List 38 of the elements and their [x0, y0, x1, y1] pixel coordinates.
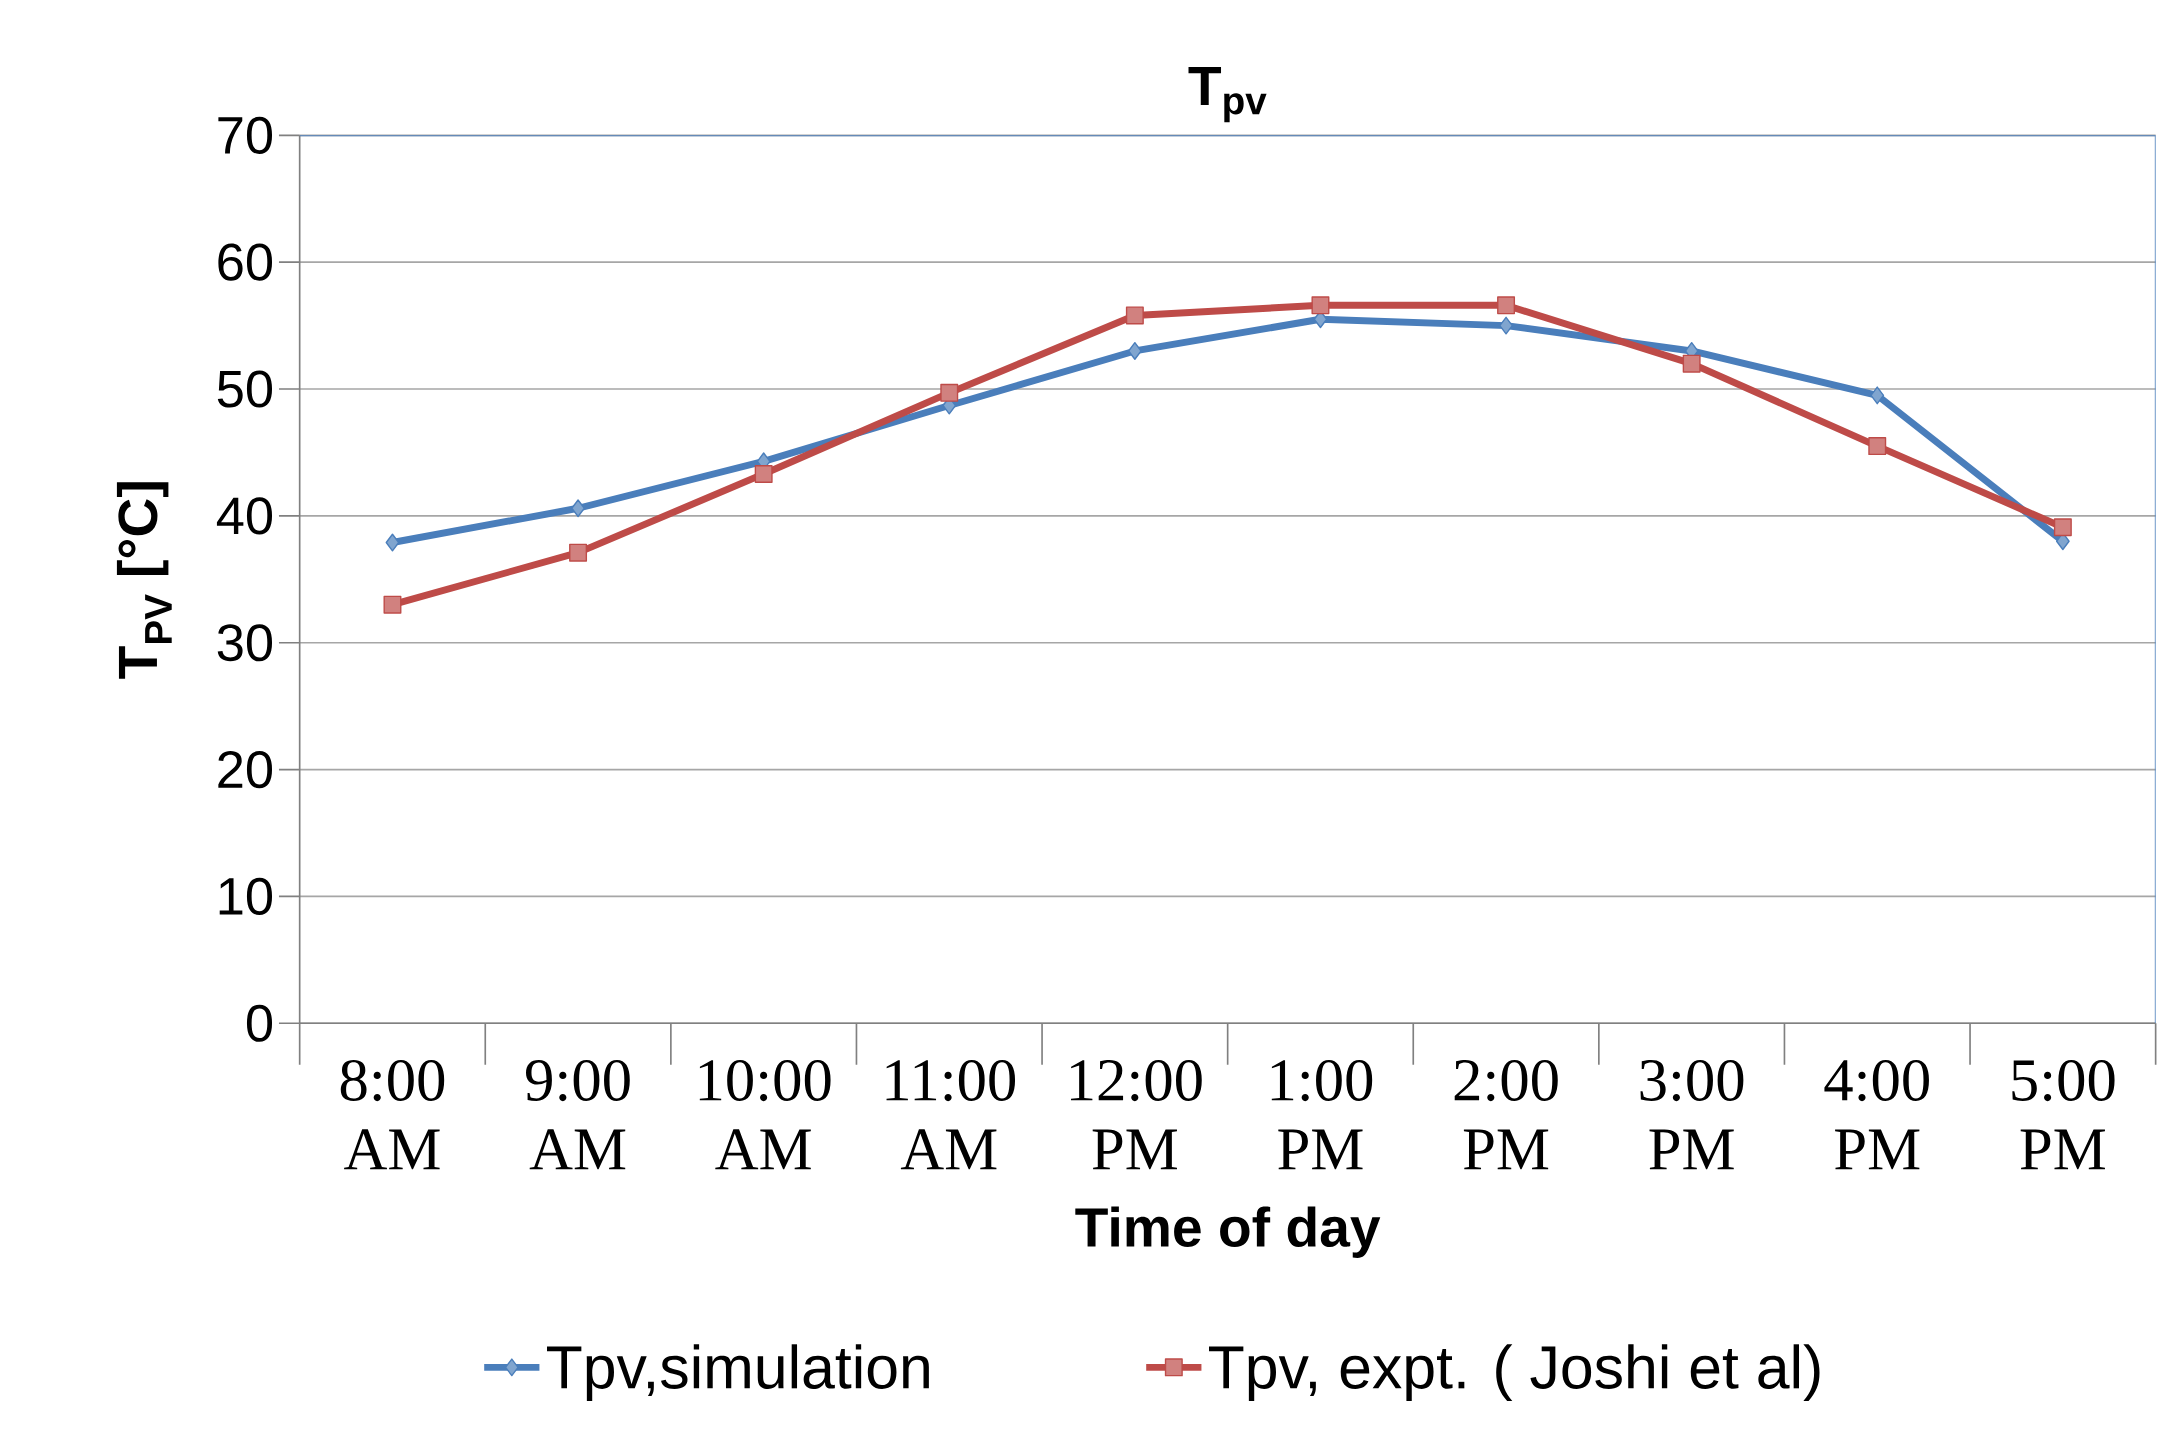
y-tick-label: 40: [216, 497, 273, 535]
point: [571, 499, 585, 518]
y-tick-label: 30: [217, 623, 273, 662]
x-tick-label: 10:00 AM: [699, 1059, 831, 1170]
x-tick-label: 4:00 PM: [1824, 1059, 1929, 1170]
point: [383, 595, 402, 614]
point: [1499, 316, 1513, 335]
point: [2053, 518, 2072, 537]
point: [1682, 354, 1701, 373]
x-tick-label: 3:00 PM: [1640, 1059, 1744, 1170]
point: [569, 543, 588, 562]
x-tick-label: 8:00 AM: [340, 1059, 445, 1170]
y-tick-label: 70: [218, 116, 273, 154]
x-tick-label: 12:00 PM: [1071, 1059, 1202, 1170]
point: [1311, 296, 1330, 315]
y-tick-label: 50: [217, 370, 273, 408]
y-tick-label: 60: [218, 243, 273, 281]
x-tick-label: 5:00 PM: [2012, 1059, 2115, 1170]
x-tick-label: 9:00 AM: [526, 1059, 630, 1170]
legend-label: Tpv, expt. ( Joshi et al): [1209, 1344, 1820, 1401]
point: [1125, 306, 1144, 325]
x-tick-label: 2:00 PM: [1454, 1059, 1558, 1170]
x-axis-title: Time of day: [1075, 1206, 1381, 1258]
point: [1870, 386, 1885, 405]
y-tick-label: 20: [218, 750, 273, 788]
y-tick-label: 10: [219, 877, 273, 915]
point: [754, 464, 773, 483]
point: [1497, 296, 1516, 315]
point: [1868, 436, 1887, 455]
chart-title: T$_{pv}$: [1188, 66, 1267, 122]
point: [940, 383, 959, 402]
legend-label: Tpv,simulation: [547, 1344, 929, 1401]
y-tick-label: 0: [246, 1004, 273, 1042]
point: [385, 533, 400, 552]
point: [1127, 341, 1142, 360]
x-tick-label: 11:00 AM: [886, 1059, 1016, 1170]
y-axis-title: T$_{PV}$ [°C]: [116, 482, 172, 679]
x-tick-label: 1:00 PM: [1271, 1059, 1373, 1170]
